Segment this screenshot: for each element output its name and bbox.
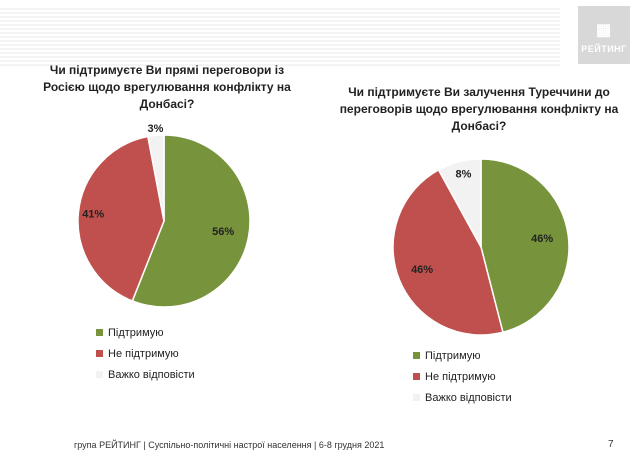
legend-label: Не підтримую (108, 347, 179, 360)
logo-word: РЕЙТИНГ (581, 44, 627, 54)
legend-swatch (413, 373, 420, 380)
pie-slice-no-support (392, 168, 504, 336)
pie-slice-support (131, 134, 251, 308)
chart-1-title: Чи підтримуєте Ви прямі переговори із Ро… (43, 63, 291, 111)
legend-item-no-support: Не підтримую (96, 343, 195, 364)
chart-1-legend: Підтримую Не підтримую Важко відповісти (96, 322, 195, 385)
legend-item-hard-to-say: Важко відповісти (413, 387, 512, 408)
legend-swatch (96, 329, 103, 336)
legend-item-hard-to-say: Важко відповісти (96, 364, 195, 385)
data-label-no-support: 46% (411, 264, 433, 276)
data-label-support: 46% (531, 233, 553, 245)
legend-item-support: Підтримую (96, 322, 195, 343)
page-number: 7 (608, 439, 614, 450)
legend-swatch (413, 352, 420, 359)
logo-mark-icon: ▦ (595, 22, 613, 39)
data-label-hard-to-say: 3% (148, 123, 164, 135)
legend-item-no-support: Не підтримую (413, 366, 512, 387)
legend-label: Підтримую (108, 326, 164, 339)
chart-2-title: Чи підтримуєте Ви залучення Туреччини до… (339, 85, 619, 133)
pie-slice-hard-to-say (147, 134, 165, 222)
legend-label: Не підтримую (425, 370, 496, 383)
legend-label: Важко відповісти (108, 368, 195, 381)
legend-label: Підтримую (425, 349, 481, 362)
chart-2-legend: Підтримую Не підтримую Важко відповісти (413, 345, 512, 408)
legend-swatch (413, 394, 420, 401)
pie-slice-no-support (77, 135, 165, 302)
legend-item-support: Підтримую (413, 345, 512, 366)
legend-swatch (96, 350, 103, 357)
data-label-hard-to-say: 8% (456, 169, 472, 181)
footer-caption: група РЕЙТИНГ | Суспільно-політичні наст… (74, 440, 385, 450)
legend-label: Важко відповісти (425, 391, 512, 404)
rating-logo: ▦ РЕЙТИНГ (578, 6, 630, 64)
legend-swatch (96, 371, 103, 378)
data-label-no-support: 41% (82, 209, 104, 221)
data-label-support: 56% (212, 226, 234, 238)
pie-slice-support (480, 158, 570, 334)
header-stripe (0, 8, 560, 66)
pie-slice-hard-to-say (437, 158, 482, 248)
